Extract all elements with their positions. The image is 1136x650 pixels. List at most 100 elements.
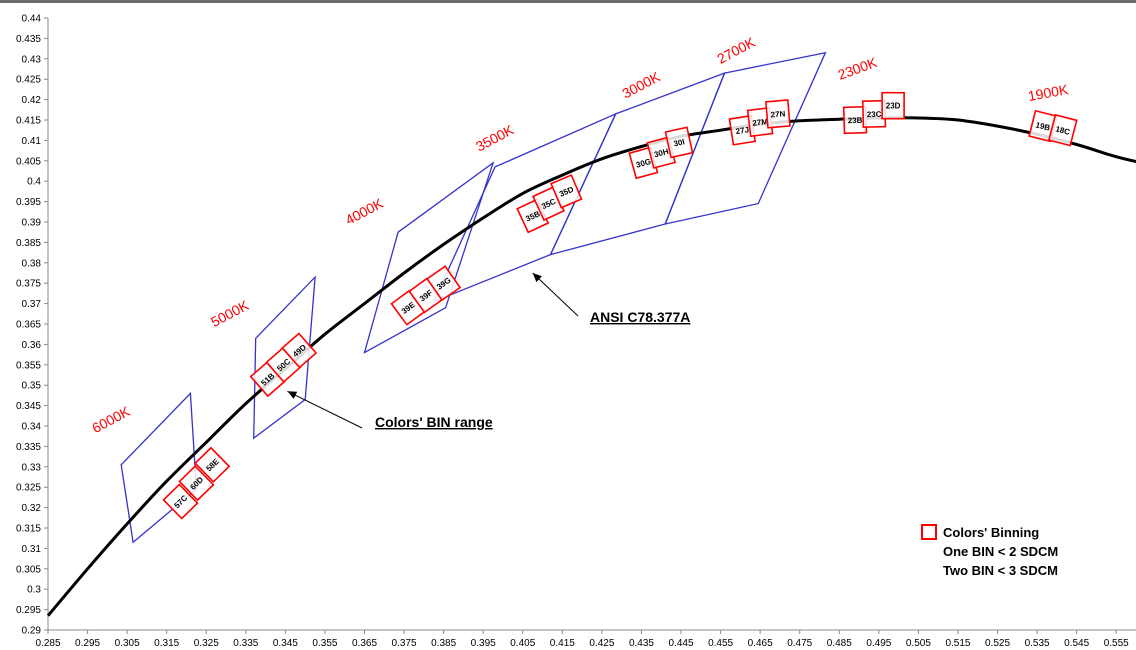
ansi-quad-2700K — [664, 51, 827, 225]
x-tick-label: 0.325 — [194, 638, 219, 649]
x-tick-label: 0.555 — [1104, 638, 1129, 649]
bin-box — [194, 446, 231, 483]
y-tick-label: 0.38 — [22, 258, 42, 269]
y-tick-label: 0.41 — [22, 136, 42, 147]
bin-code-label: 27N — [770, 109, 786, 119]
bin-58E: 58E — [194, 446, 231, 483]
bin-box — [1047, 113, 1078, 147]
bin-code-label: 18C — [1054, 124, 1071, 136]
planckian-locus-curve — [46, 116, 1136, 617]
y-tick-label: 0.375 — [16, 279, 41, 290]
bin-23D: 23D — [881, 91, 905, 120]
y-tick-label: 0.305 — [16, 564, 41, 575]
bin-39G: 39G — [426, 265, 462, 302]
bin-code-label: 30G — [635, 157, 652, 170]
bin-code-label: 23D — [886, 102, 901, 111]
x-tick-label: 0.515 — [945, 638, 970, 649]
bin-57C: 57C — [162, 483, 199, 520]
x-tick-label: 0.345 — [273, 638, 298, 649]
y-tick-label: 0.42 — [22, 95, 42, 106]
x-tick-label: 0.405 — [510, 638, 535, 649]
annotation-ansi: ANSI C78.377A — [532, 272, 690, 325]
bin-18C: 18C — [1047, 113, 1078, 147]
y-tick-label: 0.33 — [22, 462, 42, 473]
bin-60D: 60D — [178, 464, 215, 502]
bin-range-annotation-text: Colors' BIN range — [375, 414, 493, 430]
bin-box — [162, 483, 199, 520]
y-tick-label: 0.335 — [16, 442, 41, 453]
bin-range-arrow-head — [287, 391, 298, 399]
y-tick-label: 0.39 — [22, 218, 42, 229]
y-tick-label: 0.4 — [27, 177, 41, 188]
x-tick-label: 0.355 — [312, 638, 337, 649]
y-tick-label: 0.365 — [16, 320, 41, 331]
x-tick-label: 0.335 — [233, 638, 258, 649]
bin-27N: 27N — [765, 99, 791, 129]
cct-label-4000K: 4000K — [343, 195, 387, 228]
cct-label-2300K: 2300K — [836, 54, 880, 83]
ansi-quadrangles — [120, 51, 827, 544]
x-tick-label: 0.425 — [589, 638, 614, 649]
ansi-quad-4000K — [363, 161, 495, 354]
y-tick-label: 0.405 — [16, 156, 41, 167]
y-tick-label: 0.395 — [16, 197, 41, 208]
y-tick-label: 0.325 — [16, 483, 41, 494]
x-tick-label: 0.385 — [431, 638, 456, 649]
bin-code-label: 27M — [752, 117, 769, 128]
bin-box — [765, 99, 791, 129]
x-tick-label: 0.435 — [629, 638, 654, 649]
cct-label-3500K: 3500K — [473, 121, 517, 154]
y-tick-label: 0.35 — [22, 381, 42, 392]
bin-box — [426, 265, 462, 302]
x-tick-label: 0.455 — [708, 638, 733, 649]
y-tick-label: 0.425 — [16, 75, 41, 86]
bin-23C: 23C — [861, 99, 887, 128]
cct-label-6000K: 6000K — [89, 403, 133, 436]
y-tick-label: 0.32 — [22, 503, 42, 514]
x-tick-label: 0.465 — [748, 638, 773, 649]
x-tick-label: 0.375 — [392, 638, 417, 649]
annotation-bin-range: Colors' BIN range — [287, 390, 493, 430]
color-bins: 57C60D58E51B50C49D39E39F39G35B35C35D30G3… — [162, 91, 1078, 520]
bin-30I: 30I — [664, 126, 694, 159]
bin-code-label: 30I — [673, 137, 686, 148]
bin-range-arrow-line — [287, 390, 363, 429]
x-tick-label: 0.485 — [827, 638, 852, 649]
y-tick-label: 0.44 — [22, 14, 42, 25]
x-tick-label: 0.505 — [906, 638, 931, 649]
y-tick-label: 0.295 — [16, 605, 41, 616]
bin-39F: 39F — [408, 277, 444, 314]
bin-box — [281, 332, 318, 369]
y-tick-label: 0.31 — [22, 544, 42, 555]
y-tick-label: 0.345 — [16, 401, 41, 412]
bin-code-label: 23B — [848, 116, 863, 125]
y-tick-label: 0.37 — [22, 299, 42, 310]
x-tick-label: 0.495 — [866, 638, 891, 649]
bin-box — [881, 91, 905, 120]
x-tick-label: 0.305 — [115, 638, 140, 649]
window-top-border — [0, 0, 1136, 3]
y-tick-label: 0.385 — [16, 238, 41, 249]
bin-code-label: 27J — [735, 125, 750, 136]
ansi-annotation-text: ANSI C78.377A — [590, 309, 690, 325]
cct-label-3000K: 3000K — [619, 68, 663, 101]
bin-box — [178, 464, 215, 502]
y-tick-label: 0.43 — [22, 54, 42, 65]
y-tick-label: 0.435 — [16, 34, 41, 45]
y-tick-label: 0.29 — [22, 626, 42, 637]
x-tick-label: 0.395 — [471, 638, 496, 649]
bin-box — [550, 174, 583, 209]
y-tick-label: 0.355 — [16, 360, 41, 371]
x-tick-label: 0.535 — [1025, 638, 1050, 649]
x-tick-label: 0.475 — [787, 638, 812, 649]
x-tick-label: 0.365 — [352, 638, 377, 649]
y-tick-label: 0.415 — [16, 116, 41, 127]
bin-code-label: 23C — [867, 110, 882, 119]
x-tick-label: 0.415 — [550, 638, 575, 649]
bin-code-label: 19B — [1035, 120, 1052, 132]
bin-box — [664, 126, 694, 159]
x-tick-label: 0.315 — [154, 638, 179, 649]
x-tick-label: 0.445 — [669, 638, 694, 649]
cct-labels: 6000K 5000K 4000K 3500K 3000K 2700K 2300K 1900K — [89, 33, 1070, 436]
